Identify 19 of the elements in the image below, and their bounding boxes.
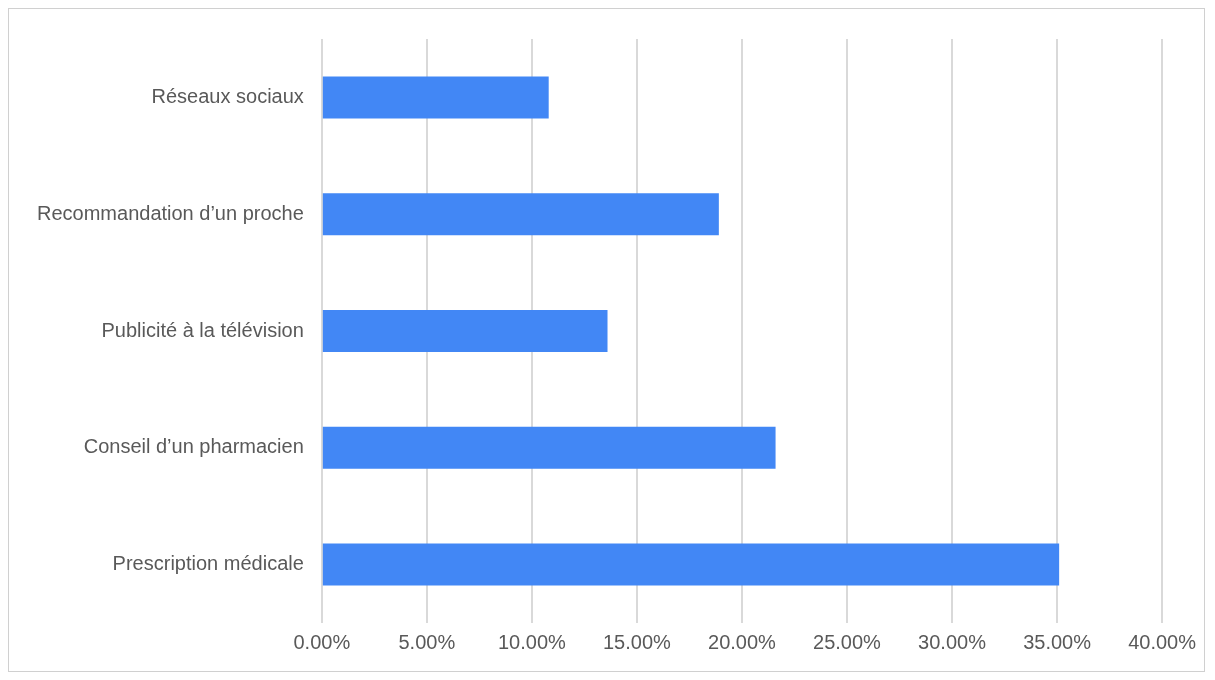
x-tick-label: 25.00% xyxy=(813,630,882,653)
bar xyxy=(322,193,719,236)
y-tick-label: Recommandation d’un proche xyxy=(37,201,304,224)
bar xyxy=(322,76,549,119)
x-tick-label: 0.00% xyxy=(293,630,351,653)
x-tick-label: 30.00% xyxy=(918,630,987,653)
x-tick-label: 20.00% xyxy=(708,630,777,653)
x-tick-label: 35.00% xyxy=(1023,630,1092,653)
x-tick-label: 10.00% xyxy=(497,630,567,653)
y-tick-label: Conseil d’un pharmacien xyxy=(83,435,304,458)
x-tick-label: 40.00% xyxy=(1128,630,1197,653)
x-tick-label: 15.00% xyxy=(603,630,672,653)
y-tick-label: Publicité à la télévision xyxy=(101,318,304,341)
y-tick-label: Prescription médicale xyxy=(112,552,304,575)
bar xyxy=(322,309,608,353)
bar xyxy=(322,543,1060,586)
bar xyxy=(322,426,776,469)
y-tick-label: Réseaux sociaux xyxy=(151,84,304,107)
x-tick-label: 5.00% xyxy=(398,630,456,653)
